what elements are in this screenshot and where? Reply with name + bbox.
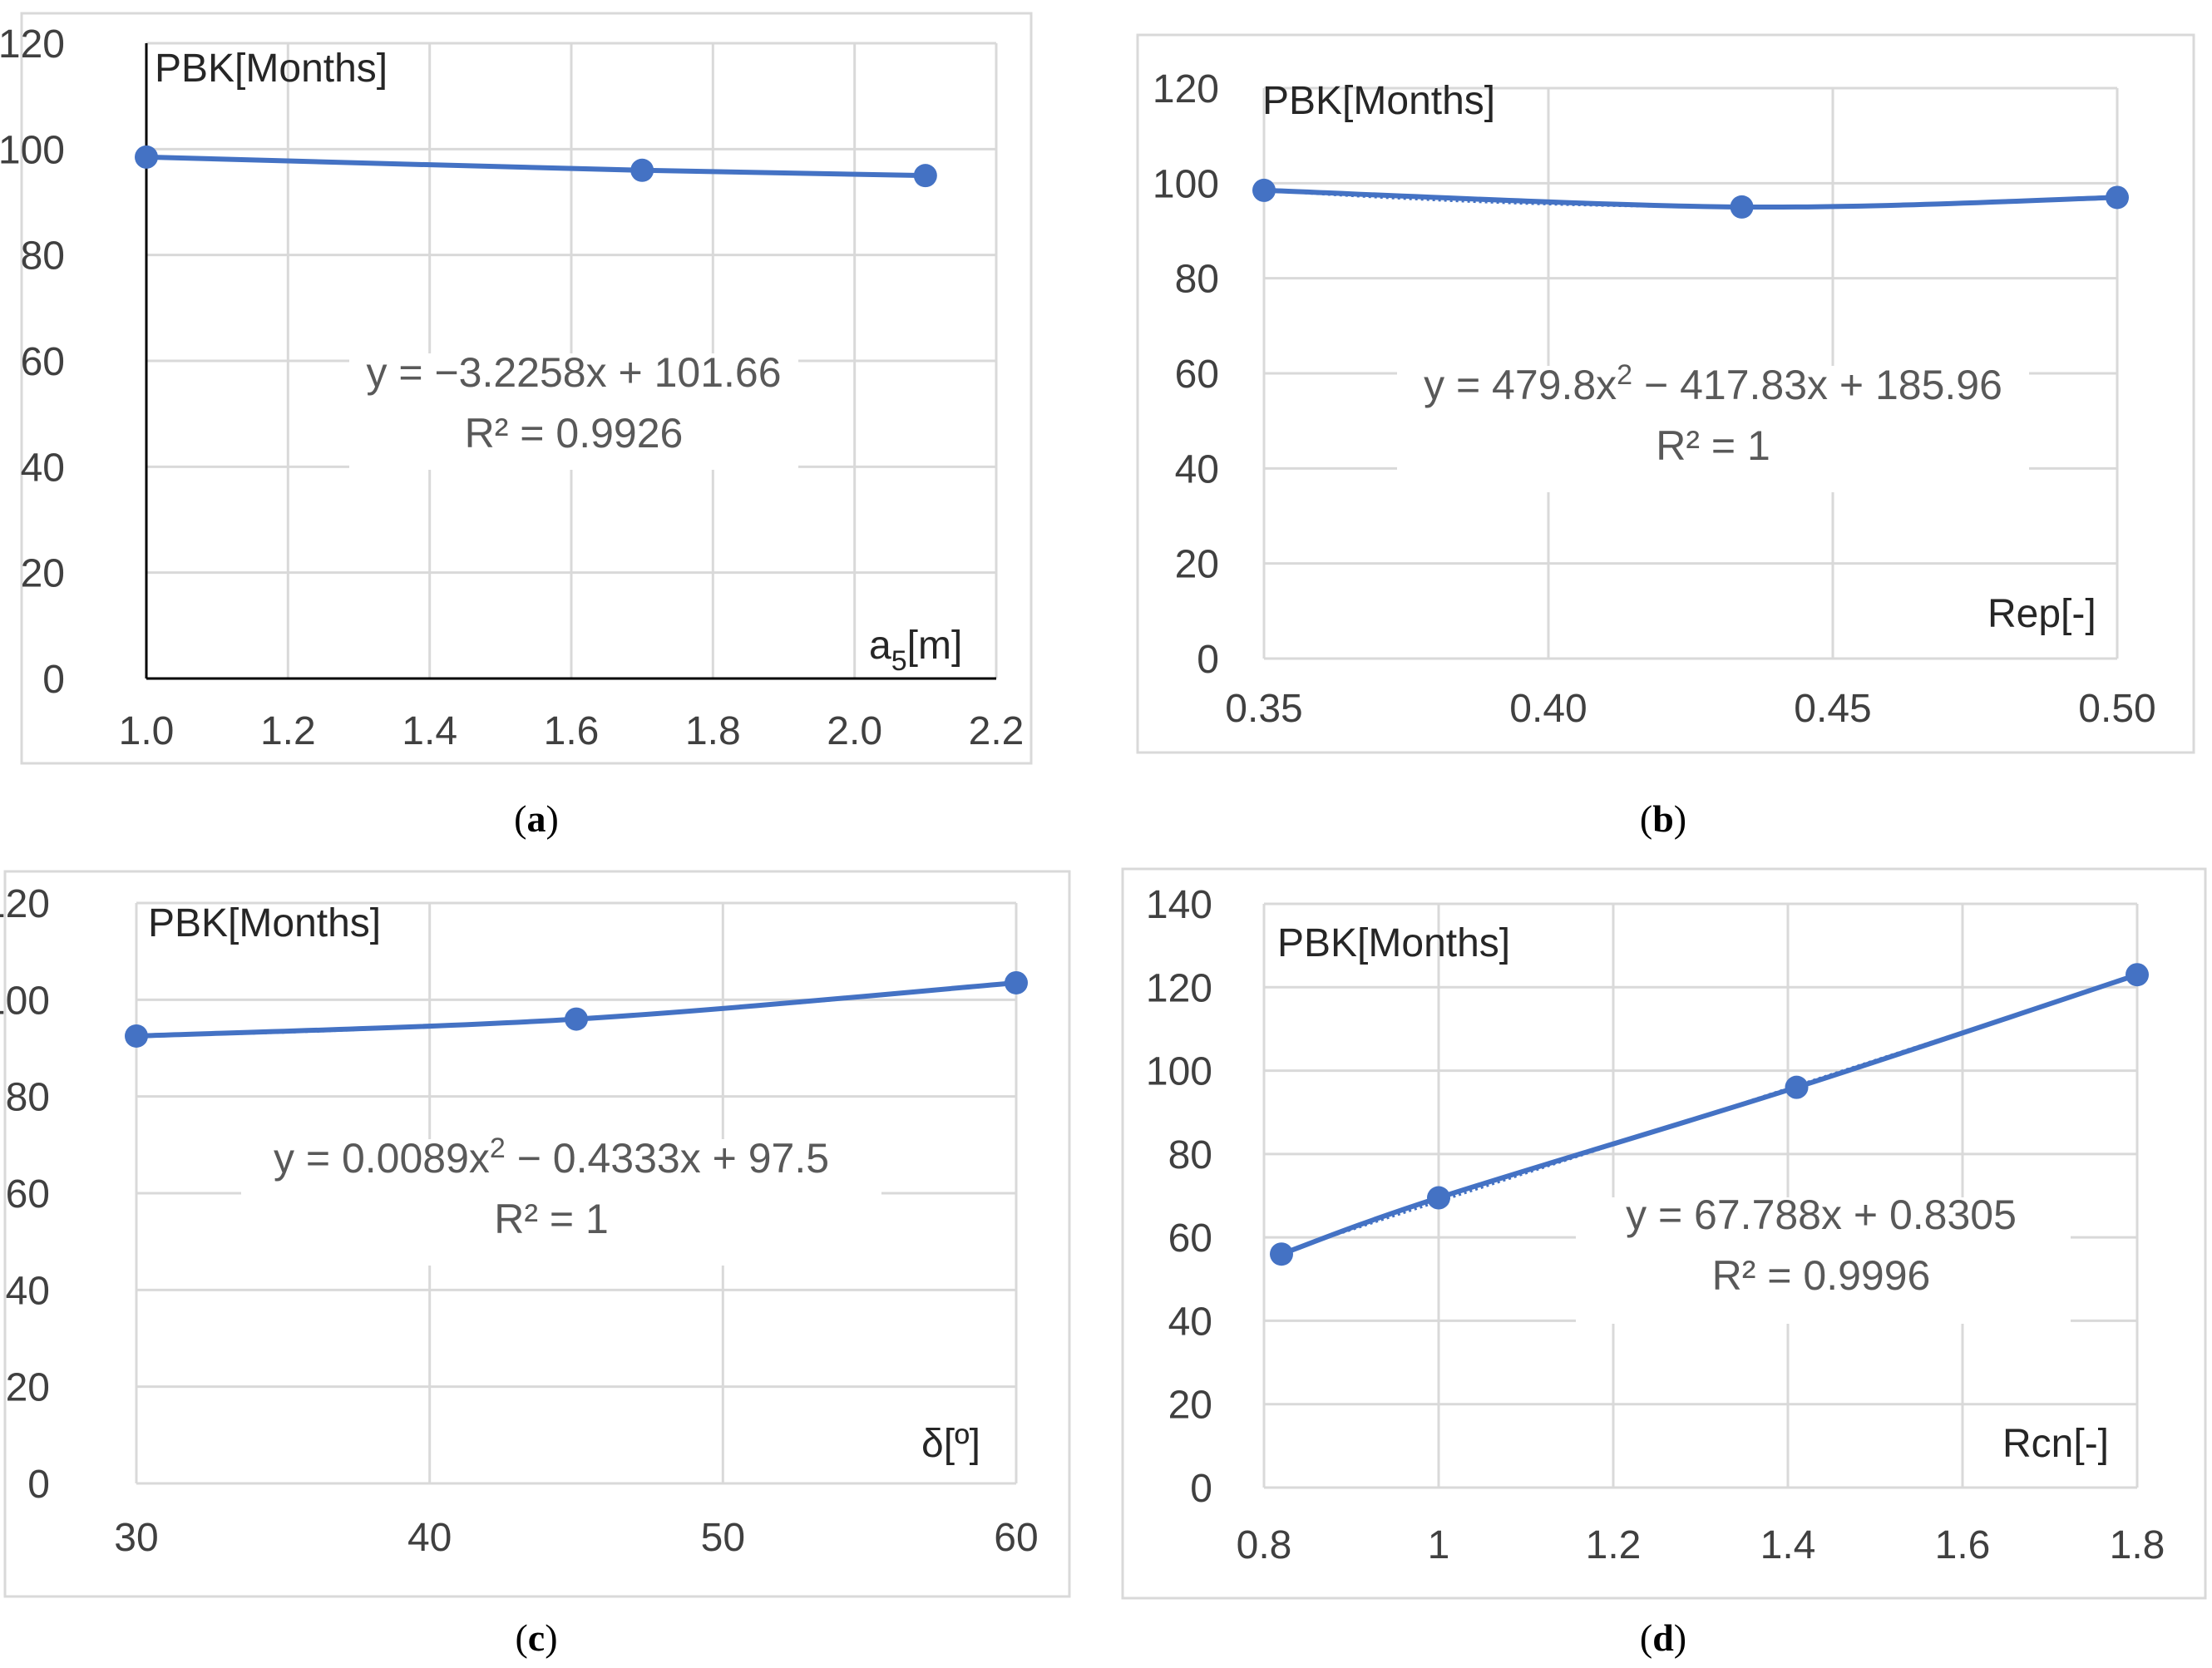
x-tick-label: 1.2 (1586, 1523, 1642, 1567)
x-tick-label: 1.2 (260, 709, 316, 753)
chart-panel-c: 30 40 50 60 0 20 40 60 80 100 120 PBK[Months] δ[º] y … (0, 870, 1071, 1659)
y-tick-label: 100 (1146, 1050, 1212, 1094)
x-tick-label: 60 (994, 1516, 1038, 1560)
x-tick-label: 1 (1428, 1523, 1450, 1567)
y-tick-label: 60 (6, 1172, 50, 1216)
y-tick-label: 40 (21, 446, 65, 490)
x-axis-title: δ[º] (921, 1422, 980, 1466)
y-tick-label: 60 (21, 340, 65, 384)
x-tick-label: 40 (407, 1516, 452, 1560)
y-axis-title: PBK[Months] (1277, 921, 1510, 965)
series-line (144, 154, 928, 179)
trendline-equation: y = 479.8x2 − 417.83x + 185.96 (1424, 359, 2002, 408)
r-squared-label: R² = 0.9926 (465, 410, 684, 456)
panel-caption: (a) (514, 797, 559, 840)
y-tick-label: 120 (0, 22, 65, 67)
x-tick-label: 30 (114, 1516, 158, 1560)
panel-caption: (d) (1640, 1616, 1686, 1659)
x-tick-label: 1.6 (1935, 1523, 1991, 1567)
chart-panel-b: 0.35 0.40 0.45 0.50 0 20 40 60 80 100 120 PBK[Month… (1136, 33, 2195, 840)
y-tick-label: 60 (1168, 1216, 1212, 1261)
r-squared-label: R² = 1 (1656, 422, 1770, 469)
y-tick-label: 100 (1153, 162, 1219, 206)
y-tick-label: 120 (1146, 966, 1212, 1010)
y-tick-label: 0 (27, 1463, 50, 1507)
data-point (135, 145, 158, 169)
x-tick-label: 0.50 (2078, 687, 2155, 731)
y-tick-label: 100 (0, 979, 50, 1023)
x-tick-label: 1.0 (119, 709, 175, 753)
data-point (630, 158, 654, 182)
equation-background (1397, 366, 2029, 492)
data-point (1270, 1242, 1293, 1266)
y-tick-label: 40 (6, 1269, 50, 1313)
data-point (565, 1007, 588, 1031)
y-tick-label: 40 (1168, 1300, 1212, 1344)
data-point (2106, 185, 2129, 210)
equation-background (349, 353, 798, 470)
x-tick-label: 0.35 (1225, 687, 1302, 731)
y-tick-label: 100 (0, 128, 65, 172)
data-point (913, 164, 937, 188)
data-point (1785, 1075, 1809, 1099)
x-tick-label: 1.8 (685, 709, 741, 753)
y-tick-label: 140 (1146, 883, 1212, 927)
data-point (1427, 1186, 1450, 1210)
y-tick-label: 20 (21, 552, 65, 596)
x-tick-label: 0.45 (1794, 687, 1871, 731)
y-tick-label: 20 (1175, 543, 1219, 587)
data-point (1730, 195, 1754, 219)
equation-background (241, 1139, 881, 1266)
x-axis-title: Rep[-] (1987, 592, 2096, 636)
x-tick-label: 2.0 (827, 709, 882, 753)
y-tick-label: 0 (1197, 638, 1219, 682)
x-tick-label: 0.8 (1237, 1523, 1292, 1567)
y-tick-label: 80 (1168, 1133, 1212, 1177)
trendline-equation: y = 67.788x + 0.8305 (1626, 1192, 2017, 1238)
x-tick-label: 50 (701, 1516, 745, 1560)
y-tick-label: 20 (1168, 1384, 1212, 1428)
trendline-equation: y = 0.0089x2 − 0.4333x + 97.5 (274, 1133, 829, 1182)
data-point (1252, 178, 1276, 202)
y-tick-label: 20 (6, 1366, 50, 1410)
y-tick-label: 80 (1175, 258, 1219, 302)
chart-panel-a: 1.0 1.2 1.4 1.6 1.8 2.0 2.2 0 20 40 60 80 100 120 PBK[… (0, 12, 1033, 840)
y-axis-title: PBK[Months] (148, 901, 381, 945)
y-tick-label: 80 (21, 234, 65, 279)
panel-caption: (c) (515, 1616, 557, 1659)
y-tick-label: 120 (0, 882, 50, 926)
panel-caption: (b) (1640, 797, 1686, 840)
x-axis-title: a5[m] (869, 624, 962, 677)
y-tick-label: 40 (1175, 447, 1219, 491)
x-tick-label: 1.8 (2110, 1523, 2165, 1567)
y-axis-title: PBK[Months] (1262, 79, 1495, 123)
y-tick-label: 0 (42, 658, 65, 702)
data-point (1005, 970, 1028, 994)
x-tick-label: 1.6 (544, 709, 600, 753)
chart-panel-d: 0.8 1 1.2 1.4 1.6 1.8 0 20 40 60 80 100 120 140 PBK[Mo… (1121, 867, 2207, 1659)
y-tick-label: 60 (1175, 353, 1219, 397)
trendline-equation: y = −3.2258x + 101.66 (366, 349, 781, 396)
x-tick-label: 2.2 (969, 709, 1025, 753)
y-tick-label: 80 (6, 1076, 50, 1120)
r-squared-label: R² = 1 (494, 1196, 609, 1242)
x-axis-title: Rcn[-] (2002, 1422, 2109, 1466)
x-tick-label: 1.4 (402, 709, 457, 753)
data-point (125, 1024, 148, 1048)
equation-background (1576, 1197, 2071, 1324)
y-axis-title: PBK[Months] (155, 47, 388, 91)
y-tick-label: 0 (1190, 1467, 1212, 1511)
x-tick-label: 0.40 (1509, 687, 1587, 731)
r-squared-label: R² = 0.9996 (1712, 1252, 1931, 1299)
data-point (2126, 963, 2149, 987)
y-tick-label: 120 (1153, 67, 1219, 111)
series-line (1279, 972, 2140, 1257)
x-tick-label: 1.4 (1760, 1523, 1816, 1567)
